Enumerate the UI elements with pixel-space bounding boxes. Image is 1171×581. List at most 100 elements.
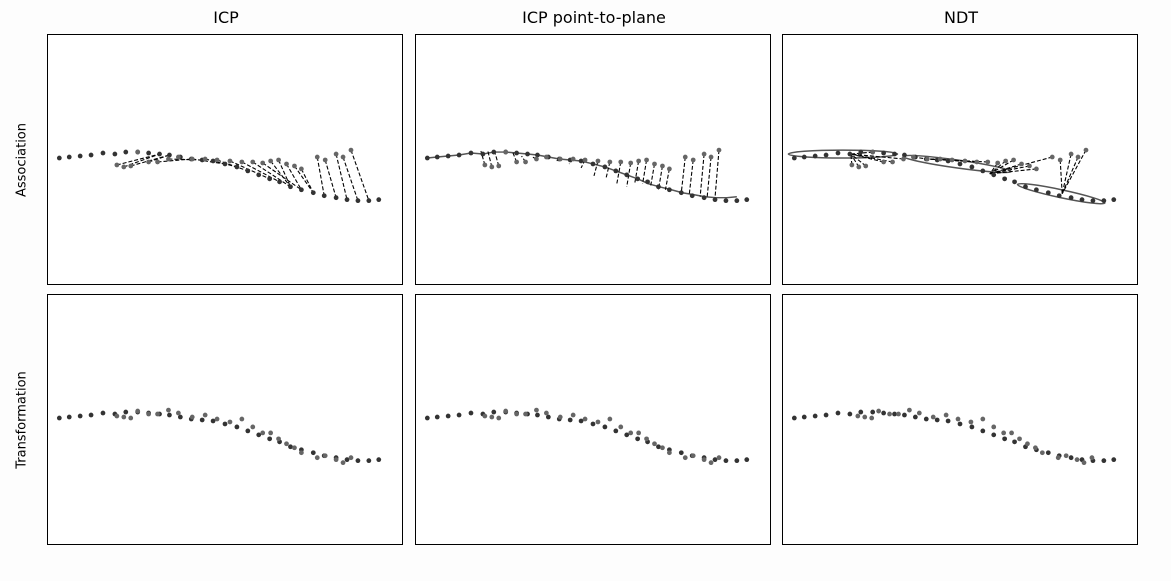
source-point xyxy=(849,162,855,168)
correspondence-line xyxy=(168,158,203,161)
reference-point xyxy=(645,179,650,185)
correspondence-line xyxy=(1059,159,1063,194)
correspondence-line xyxy=(286,163,302,191)
source-point xyxy=(260,430,266,436)
correspondence-line xyxy=(494,151,500,167)
source-point xyxy=(1057,157,1063,163)
reference-point xyxy=(791,415,797,421)
reference-point xyxy=(1056,193,1062,199)
reference-point xyxy=(267,436,273,442)
source-point xyxy=(855,413,861,419)
source-point xyxy=(985,159,991,165)
reference-point xyxy=(1045,450,1051,456)
reference-point xyxy=(277,179,282,185)
correspondence-line xyxy=(487,150,493,168)
source-point xyxy=(1003,158,1009,164)
source-point xyxy=(607,159,613,165)
reference-point xyxy=(310,190,316,196)
correspondence-line xyxy=(714,150,720,198)
source-point xyxy=(523,411,528,417)
reference-point xyxy=(535,412,540,418)
source-point xyxy=(121,164,127,170)
source-point xyxy=(974,159,980,165)
reference-point xyxy=(434,414,440,420)
source-point xyxy=(652,161,657,167)
correspondence-line xyxy=(324,159,337,198)
correspondence-line xyxy=(989,165,1030,175)
source-point xyxy=(166,407,171,413)
reference-point xyxy=(1068,195,1074,201)
reference-point xyxy=(980,168,986,174)
source-point xyxy=(708,460,714,466)
reference-point xyxy=(333,195,339,201)
correspondence-line xyxy=(148,154,170,163)
reference-point xyxy=(1002,436,1008,442)
source-point xyxy=(227,419,233,425)
source-point xyxy=(299,166,304,172)
reference-point xyxy=(66,154,72,160)
correspondence-line xyxy=(1061,153,1072,194)
source-point xyxy=(701,457,707,463)
source-point xyxy=(991,424,997,430)
correspondence-line xyxy=(664,168,670,190)
reference-point xyxy=(624,172,630,178)
reference-point xyxy=(870,409,876,415)
source-point xyxy=(250,159,256,165)
source-point xyxy=(340,460,346,466)
source-point xyxy=(543,410,549,416)
correspondence-line xyxy=(293,165,314,194)
reference-point xyxy=(88,152,94,158)
reference-point xyxy=(678,190,684,196)
reference-point xyxy=(590,161,596,167)
reference-point xyxy=(1012,179,1017,185)
source-point xyxy=(943,412,949,418)
reference-point xyxy=(1079,197,1085,203)
source-point xyxy=(503,149,509,155)
reference-point xyxy=(468,150,474,156)
source-point xyxy=(690,157,696,163)
reference-point xyxy=(77,413,83,419)
correspondence-line xyxy=(216,159,248,172)
correspondence-line xyxy=(680,156,686,193)
source-point xyxy=(660,163,665,169)
reference-point xyxy=(847,151,853,157)
source-point xyxy=(701,151,707,157)
correspondence-line xyxy=(300,168,314,193)
reference-point xyxy=(1023,184,1028,190)
reference-point xyxy=(245,168,251,174)
reference-point xyxy=(256,432,262,438)
reference-point xyxy=(835,410,841,416)
panel-icp-association xyxy=(47,34,403,285)
source-point xyxy=(667,450,672,456)
source-point xyxy=(618,424,624,430)
source-point xyxy=(870,149,876,155)
source-point xyxy=(284,161,289,167)
reference-point xyxy=(957,421,963,427)
reference-point xyxy=(245,428,251,434)
reference-point xyxy=(480,151,486,157)
source-point xyxy=(1081,460,1087,466)
source-point xyxy=(1001,430,1007,436)
source-point xyxy=(227,158,233,164)
correspondence-line xyxy=(252,161,291,188)
panel-icp-transformation xyxy=(47,294,403,545)
source-point xyxy=(284,441,289,447)
reference-point xyxy=(146,150,151,156)
reference-point xyxy=(491,149,497,155)
reference-point xyxy=(602,424,608,430)
source-point xyxy=(128,163,134,169)
source-point xyxy=(907,407,912,413)
correspondence-line xyxy=(650,163,656,187)
correspondence-line xyxy=(850,153,867,167)
reference-point xyxy=(199,417,205,423)
correspondence-line xyxy=(699,153,705,197)
source-point xyxy=(644,436,649,442)
source-point xyxy=(1039,450,1045,456)
source-point xyxy=(930,414,936,420)
source-point xyxy=(503,408,509,414)
source-point xyxy=(644,157,649,163)
source-point xyxy=(690,453,696,459)
reference-point xyxy=(847,411,853,417)
source-point xyxy=(523,159,528,165)
correspondence-line xyxy=(1061,149,1087,194)
